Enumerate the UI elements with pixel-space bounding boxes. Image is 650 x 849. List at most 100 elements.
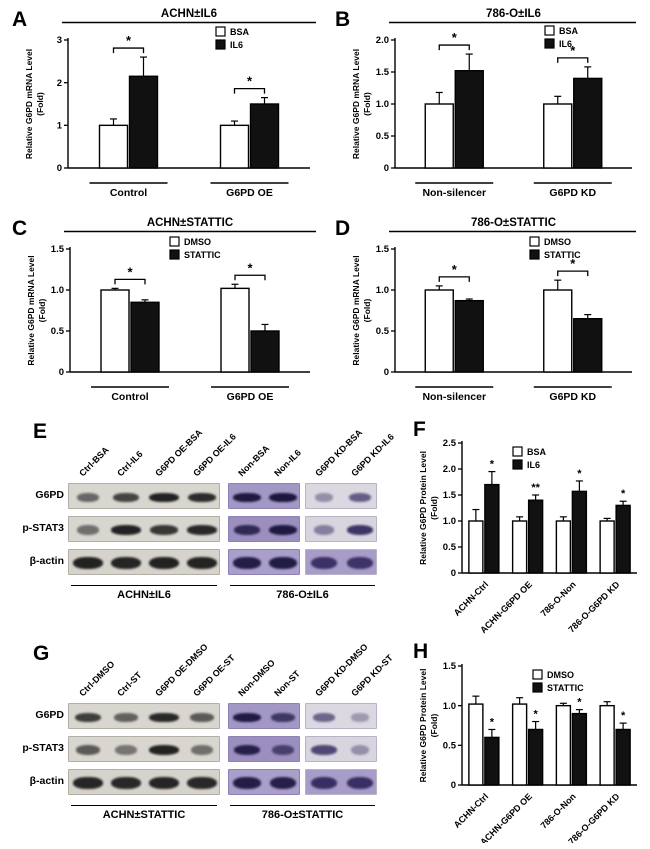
svg-text:0.5: 0.5 — [376, 326, 390, 337]
legend-swatch — [532, 682, 543, 693]
y-axis-label: Relative G6PD mRNA Level — [351, 49, 361, 159]
significance-bracket — [438, 276, 470, 282]
bar — [527, 728, 544, 786]
panel-label-c: C — [12, 217, 28, 240]
protein-band — [233, 557, 261, 569]
legend-label: IL6 — [559, 39, 572, 49]
svg-text:2.0: 2.0 — [443, 464, 456, 475]
panel-e-blot: Ctrl-BSA Ctrl-IL6 G6PD OE-BSA G6PD OE-IL6 No… — [18, 425, 408, 640]
protein-band — [111, 557, 141, 569]
svg-text:0: 0 — [384, 163, 389, 174]
significance-star: * — [621, 488, 626, 500]
protein-band — [74, 712, 102, 722]
svg-text:1.0: 1.0 — [443, 516, 456, 527]
lane-label: Ctrl-BSA — [77, 444, 111, 479]
protein-band — [149, 557, 179, 569]
protein-band — [310, 557, 338, 569]
blot-strip — [228, 703, 300, 729]
legend-swatch — [512, 459, 523, 470]
bars: * Non-silencer * G6PD KD — [415, 30, 612, 199]
bar — [249, 103, 280, 169]
blot-strip — [228, 549, 300, 575]
blot-group-label: ACHN±STATTIC — [71, 805, 217, 821]
y-axis-label: Relative G6PD mRNA Level — [26, 255, 36, 365]
legend-swatch — [529, 236, 540, 247]
protein-band — [269, 525, 297, 535]
blot-row-label: p-STAT3 — [22, 742, 64, 754]
bar — [573, 77, 603, 169]
blot-strip — [68, 769, 220, 795]
panel-c-chart: ACHN±STATTIC 0 0.5 1.0 1.5 Relative G6PD mRNA… — [20, 215, 320, 410]
protein-band — [187, 777, 217, 789]
legend: BSA IL6 — [512, 446, 547, 470]
chart-c-svg: ACHN±STATTIC 0 0.5 1.0 1.5 Relative G6PD mRNA… — [26, 217, 316, 403]
protein-band — [189, 712, 215, 722]
svg-text:2: 2 — [57, 78, 62, 89]
legend-swatch — [532, 669, 543, 680]
protein-band — [314, 525, 334, 535]
significance-star: * — [452, 30, 458, 45]
protein-band — [269, 777, 297, 789]
legend-swatch — [169, 236, 180, 247]
chart-title: 786-O±IL6 — [486, 8, 541, 20]
protein-band — [149, 492, 179, 502]
legend-label: STATTIC — [547, 683, 584, 693]
legend-label: IL6 — [527, 460, 540, 470]
bars: *ACHN-Ctrl**ACHN-G6PD OE*786-O-Non*786-O… — [452, 459, 631, 635]
legend-label: IL6 — [230, 40, 243, 50]
significance-star: ** — [531, 482, 540, 494]
significance-star: * — [452, 262, 458, 277]
significance-bracket — [234, 274, 266, 281]
blot-row-label: G6PD — [35, 709, 64, 721]
lane-label: Ctrl-ST — [115, 670, 144, 699]
significance-star: * — [247, 260, 253, 275]
protein-band — [111, 777, 141, 789]
protein-band — [346, 557, 374, 569]
chart-d-svg: 786-O±STATTIC 0 0.5 1.0 1.5 Relative G6PD mRN… — [351, 217, 636, 403]
blot-strip — [68, 516, 220, 542]
blot-row-label: G6PD — [35, 489, 64, 501]
legend-label: BSA — [559, 26, 579, 36]
group-label: 786-O-Non — [539, 791, 578, 830]
group-label: G6PD OE — [227, 391, 274, 403]
significance-bracket — [112, 47, 145, 54]
protein-band — [351, 712, 369, 722]
legend-swatch — [215, 39, 226, 50]
svg-text:1.0: 1.0 — [376, 99, 389, 110]
bar — [511, 520, 528, 574]
legend-swatch — [512, 446, 523, 457]
significance-star: * — [247, 74, 253, 89]
protein-band — [233, 712, 261, 722]
group-label: ACHN-Ctrl — [452, 579, 491, 618]
panel-a-chart: ACHN±IL6 0 1 2 3 Relative G6PD mRNA Level (Fol… — [20, 6, 320, 206]
legend-label: STATTIC — [544, 250, 581, 260]
panel-label-h: H — [413, 640, 429, 663]
group-label: Control — [110, 187, 147, 199]
lane-label: Non-BSA — [236, 443, 272, 479]
protein-band — [115, 745, 137, 755]
protein-band — [187, 492, 217, 502]
legend-label: DMSO — [544, 237, 571, 247]
bar — [599, 520, 615, 574]
protein-band — [271, 745, 295, 755]
chart-title: ACHN±IL6 — [161, 8, 217, 20]
significance-bracket — [233, 87, 266, 94]
significance-star: * — [577, 468, 582, 480]
protein-band — [111, 525, 141, 535]
blot-strip — [228, 769, 300, 795]
bar — [424, 289, 454, 373]
legend-swatch — [529, 249, 540, 260]
protein-band — [149, 777, 179, 789]
blot-strip — [228, 516, 300, 542]
bar — [100, 289, 130, 373]
group-label: Control — [111, 391, 148, 403]
bar — [571, 712, 588, 786]
bar — [511, 703, 528, 786]
panel-label-f: F — [413, 418, 426, 441]
protein-band — [310, 777, 338, 789]
y-axis-label-2: (Fold) — [362, 299, 372, 323]
y-axis-label: Relative G6PD mRNA Level — [351, 255, 361, 365]
protein-band — [149, 712, 179, 722]
legend-label: STATTIC — [184, 250, 221, 260]
significance-bracket — [557, 57, 589, 63]
